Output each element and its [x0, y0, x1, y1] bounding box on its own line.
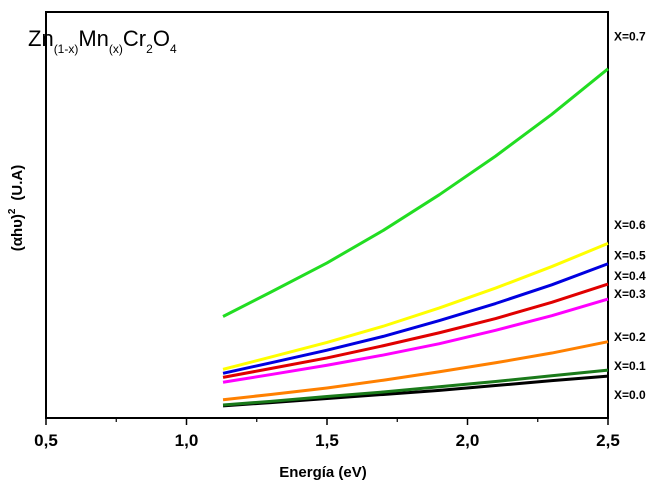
x-tick-label: 2,5	[596, 431, 620, 450]
series-labels: X=0.0 X=0.1 X=0.2 X=0.3 X=0.4 X=0.5 X=0.6 X=0.7	[614, 29, 646, 401]
series-line	[222, 242, 609, 371]
title-part: Mn	[78, 26, 109, 51]
series-line	[222, 67, 609, 318]
series-line	[222, 368, 609, 407]
series-label: X=0.1	[614, 359, 646, 373]
title-subscript: 4	[170, 42, 177, 56]
title-part: O	[153, 26, 170, 51]
y-label-unit: (U.A)	[9, 165, 26, 201]
series-label: X=0.4	[614, 269, 646, 283]
series-label: X=0.2	[614, 330, 646, 344]
y-label-base: (αhυ)	[9, 214, 26, 251]
series-line	[222, 262, 609, 375]
series-label: X=0.3	[614, 287, 646, 301]
title-part: Zn	[28, 26, 54, 51]
x-tick-label: 2,0	[456, 431, 480, 450]
y-axis-label: (αhυ)2 (U.A)	[7, 165, 26, 252]
series-label: X=0.7	[614, 29, 646, 43]
x-tick-label: 0,5	[34, 431, 58, 450]
series-label: X=0.5	[614, 249, 646, 263]
title-subscript: 2	[146, 42, 153, 56]
chart-title: Zn(1-x)Mn(x)Cr2O4	[28, 26, 177, 56]
title-part: Cr	[123, 26, 146, 51]
series-label: X=0.6	[614, 218, 646, 232]
series-layer	[222, 67, 609, 408]
x-axis-label: Energía (eV)	[279, 464, 367, 481]
x-tick-label: 1,0	[175, 431, 199, 450]
title-subscript: (1-x)	[54, 42, 79, 56]
x-tick-label: 1,5	[315, 431, 339, 450]
series-line	[222, 297, 609, 384]
series-label: X=0.0	[614, 388, 646, 402]
title-subscript: (x)	[109, 42, 123, 56]
series-line	[222, 282, 609, 379]
x-axis-ticks: 0,5 1,0 1,5 2,0 2,5	[34, 418, 620, 450]
y-label-sup: 2	[7, 208, 18, 214]
series-line	[222, 340, 609, 402]
